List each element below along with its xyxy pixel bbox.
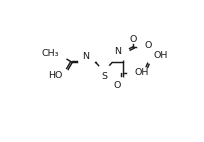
Text: S: S (101, 72, 106, 81)
Text: N: N (82, 52, 89, 61)
Text: OH: OH (152, 51, 167, 60)
Text: HO: HO (48, 71, 62, 80)
Text: O: O (129, 35, 136, 44)
Text: O: O (113, 81, 121, 90)
Text: N: N (114, 47, 121, 56)
Text: CH₃: CH₃ (41, 50, 58, 59)
Text: O: O (144, 41, 152, 50)
Text: OH: OH (134, 68, 148, 77)
